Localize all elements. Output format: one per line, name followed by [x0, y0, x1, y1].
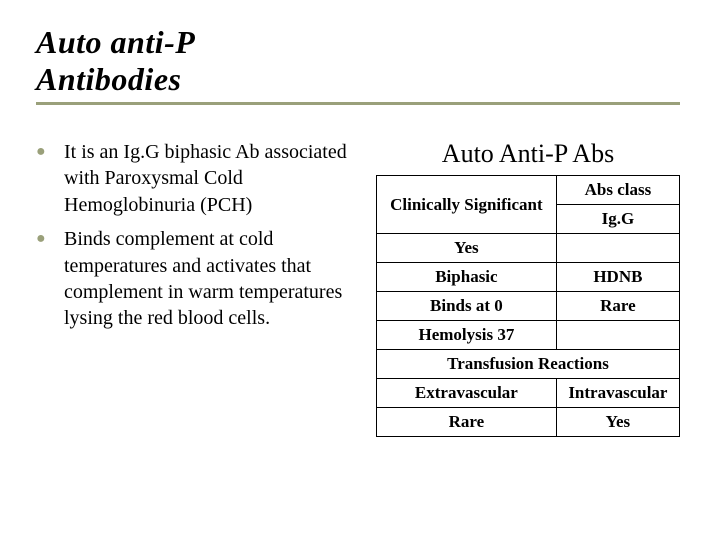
- table-row: Binds at 0 Rare: [377, 292, 680, 321]
- info-table: Clinically Significant Abs class Ig.G Ye…: [376, 175, 680, 437]
- cell-abs-class: Abs class: [556, 176, 679, 205]
- cell-empty: [556, 234, 679, 263]
- cell-transfusion-reactions: Transfusion Reactions: [377, 350, 680, 379]
- table-row: Hemolysis 37: [377, 321, 680, 350]
- panel-title: Auto Anti-P Abs: [376, 139, 680, 169]
- cell-yes: Yes: [377, 234, 557, 263]
- table-row: Yes: [377, 234, 680, 263]
- cell-empty: [556, 321, 679, 350]
- bullet-text: Binds complement at cold temperatures an…: [64, 226, 354, 332]
- content-row: ● It is an Ig.G biphasic Ab associated w…: [36, 139, 680, 437]
- table-row: Clinically Significant Abs class: [377, 176, 680, 205]
- cell-intravascular: Intravascular: [556, 379, 679, 408]
- slide: Auto anti-P Antibodies ● It is an Ig.G b…: [0, 0, 720, 540]
- table-row: Rare Yes: [377, 408, 680, 437]
- table-row: Transfusion Reactions: [377, 350, 680, 379]
- cell-igg: Ig.G: [556, 205, 679, 234]
- list-item: ● It is an Ig.G biphasic Ab associated w…: [36, 139, 354, 218]
- bullet-icon: ●: [36, 139, 64, 218]
- bullet-icon: ●: [36, 226, 64, 332]
- cell-extravascular: Extravascular: [377, 379, 557, 408]
- bullet-text: It is an Ig.G biphasic Ab associated wit…: [64, 139, 354, 218]
- cell-footer-yes: Yes: [556, 408, 679, 437]
- slide-title: Auto anti-P Antibodies: [36, 24, 680, 105]
- table-row: Biphasic HDNB: [377, 263, 680, 292]
- list-item: ● Binds complement at cold temperatures …: [36, 226, 354, 332]
- table-row: Extravascular Intravascular: [377, 379, 680, 408]
- cell-hdnb: HDNB: [556, 263, 679, 292]
- cell-biphasic: Biphasic: [377, 263, 557, 292]
- title-wrap: Auto anti-P Antibodies: [36, 24, 680, 105]
- bullet-column: ● It is an Ig.G biphasic Ab associated w…: [36, 139, 354, 340]
- bullet-list: ● It is an Ig.G biphasic Ab associated w…: [36, 139, 354, 332]
- cell-rare: Rare: [556, 292, 679, 321]
- cell-footer-rare: Rare: [377, 408, 557, 437]
- cell-clinically-significant: Clinically Significant: [377, 176, 557, 234]
- info-panel: Auto Anti-P Abs Clinically Significant A…: [376, 139, 680, 437]
- cell-hemolysis-37: Hemolysis 37: [377, 321, 557, 350]
- cell-binds-at-0: Binds at 0: [377, 292, 557, 321]
